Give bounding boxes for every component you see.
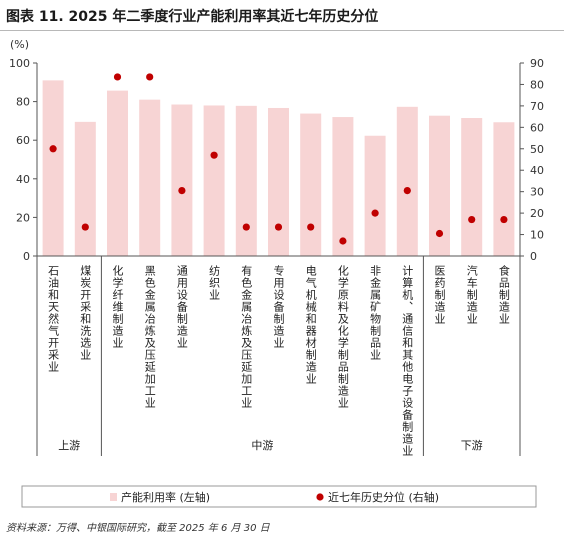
right-tick-label-5: 50 <box>530 143 544 156</box>
group-label-1: 中游 <box>251 439 273 452</box>
bar-14 <box>493 122 515 256</box>
category-label-8: 电气机械和器材制造业 <box>304 265 317 385</box>
percentile-dot-4 <box>178 186 186 195</box>
right-tick-label-4: 40 <box>530 164 544 177</box>
category-label-4: 通用设备制造业 <box>175 265 188 349</box>
chart-title: 图表 11. 2025 年二季度行业产能利用率其近七年历史分位 <box>6 9 379 25</box>
legend-dot-label: 近七年历史分位 (右轴) <box>328 490 439 504</box>
left-axis-unit: (%) <box>10 38 29 51</box>
bar-13 <box>461 118 483 256</box>
percentile-dot-11 <box>403 186 411 195</box>
left-tick-label-4: 80 <box>16 96 30 109</box>
right-tick-label-2: 20 <box>530 207 544 220</box>
percentile-dot-5 <box>210 151 218 159</box>
percentile-dot-6 <box>242 223 250 231</box>
percentile-dot-13 <box>468 215 476 224</box>
right-tick-label-9: 90 <box>530 57 544 70</box>
right-tick-label-0: 0 <box>530 250 537 263</box>
group-labels: 上游 中游 下游 <box>36 256 521 456</box>
category-label-11: 计算机、通信和其他电子设备制造业 <box>401 265 414 457</box>
percentile-dot-9 <box>339 237 347 245</box>
bar-8 <box>300 113 322 256</box>
left-tick-label-3: 60 <box>16 134 30 147</box>
bar-5 <box>203 105 225 257</box>
bar-4 <box>171 104 193 257</box>
left-tick-label-5: 100 <box>9 57 30 70</box>
bar-series <box>42 80 515 257</box>
category-label-13: 汽车制造业 <box>465 264 478 325</box>
bar-12 <box>429 115 450 257</box>
left-tick-label-2: 40 <box>16 173 30 186</box>
percentile-dot-10 <box>371 209 379 217</box>
percentile-dot-14 <box>500 215 508 224</box>
category-label-5: 纺织业 <box>208 264 221 301</box>
bar-7 <box>268 107 289 257</box>
category-labels: 石油和天然气开采业 煤炭开采和洗选业 化学纤维制造业 黑色金属冶炼及压延加工业 通用设备… <box>47 264 511 457</box>
category-label-1: 煤炭开采和洗选业 <box>79 265 92 361</box>
bar-10 <box>364 135 386 256</box>
group-label-0: 上游 <box>58 439 80 452</box>
bar-11 <box>396 106 418 256</box>
source-note: 资料来源：万得、中银国际研究，截至 2025 年 6 月 30 日 <box>6 523 270 534</box>
legend-box <box>21 485 537 508</box>
right-tick-label-7: 70 <box>530 100 544 113</box>
percentile-dot-8 <box>307 223 315 231</box>
dot-series <box>49 73 508 245</box>
right-tick-label-1: 10 <box>530 229 544 242</box>
bar-2 <box>107 90 128 256</box>
bar-9 <box>332 117 354 256</box>
percentile-dot-2 <box>113 73 122 81</box>
percentile-dot-12 <box>435 229 444 238</box>
left-tick-label-1: 20 <box>16 211 30 224</box>
percentile-dot-1 <box>81 223 89 231</box>
left-tick-label-0: 0 <box>23 250 30 263</box>
category-label-2: 化学纤维制造业 <box>111 264 124 349</box>
category-label-10: 非金属矿物制品业 <box>369 265 382 361</box>
right-tick-label-8: 80 <box>530 78 544 91</box>
bar-6 <box>235 105 257 256</box>
percentile-dot-7 <box>274 223 283 231</box>
legend-bar-label: 产能利用率 (左轴) <box>121 490 210 504</box>
category-label-14: 食品制造业 <box>497 264 510 325</box>
legend: 产能利用率 (左轴) 近七年历史分位 (右轴) <box>21 485 537 508</box>
category-label-6: 有色金属冶炼及压延加工业 <box>240 264 253 409</box>
category-label-3: 黑色金属冶炼及压延加工业 <box>143 265 156 409</box>
percentile-dot-3 <box>146 73 154 81</box>
category-label-12: 医药制造业 <box>433 265 446 325</box>
category-label-9: 化学原料及化学制品制造业 <box>336 264 349 409</box>
legend-dot-swatch <box>316 493 324 501</box>
group-label-2: 下游 <box>461 439 483 452</box>
right-tick-label-3: 30 <box>530 186 544 199</box>
legend-bar-swatch <box>110 493 117 501</box>
bar-0 <box>42 80 64 257</box>
bar-1 <box>74 121 96 257</box>
capacity-utilization-chart: (%) 0 20 40 60 80 100 0 10 20 30 40 50 60 70 80 90 石油和天然… <box>9 38 544 508</box>
bar-3 <box>139 99 161 256</box>
title-divider <box>0 30 564 31</box>
category-label-0: 石油和天然气开采业 <box>47 265 60 373</box>
axes: (%) 0 20 40 60 80 100 0 10 20 30 40 50 60 70 80 90 <box>9 38 544 263</box>
right-tick-label-6: 60 <box>530 121 544 134</box>
percentile-dot-0 <box>49 145 57 153</box>
category-label-7: 专用设备制造业 <box>272 264 285 349</box>
